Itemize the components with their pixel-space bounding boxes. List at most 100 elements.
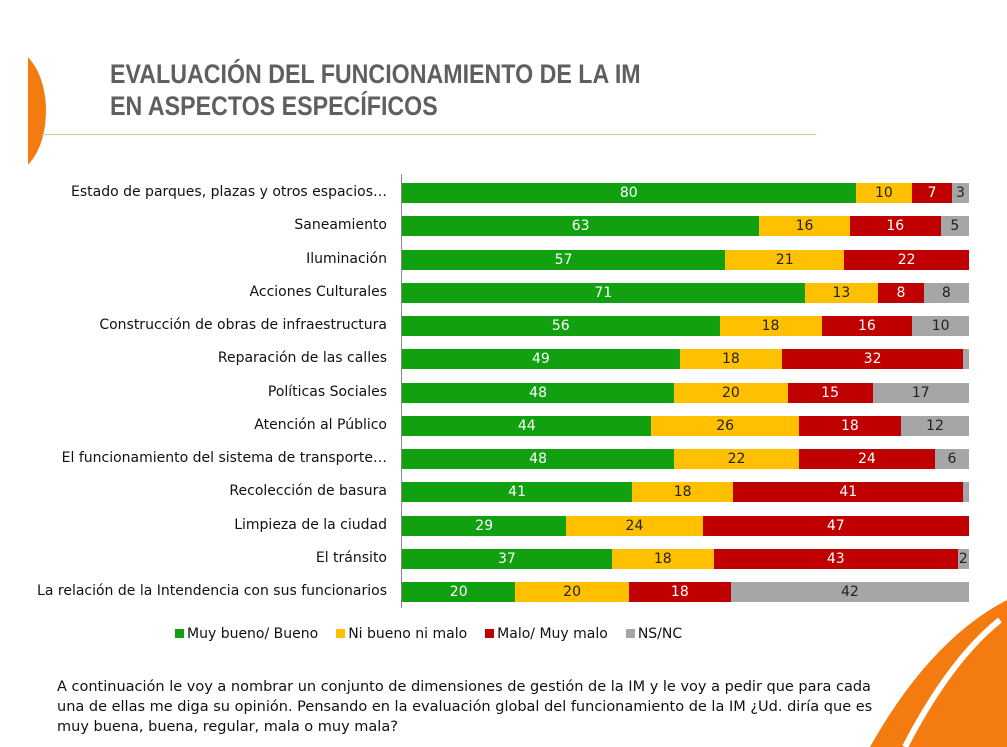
bar-segment: 15	[787, 382, 873, 403]
data-label: 80	[619, 185, 638, 201]
data-label: 18	[673, 484, 692, 501]
category-axis	[401, 174, 402, 608]
legend-item: Malo/ Muy malo	[485, 626, 608, 642]
data-label: 29	[475, 517, 494, 534]
bar-segment: 22	[844, 249, 969, 270]
legend-label: Muy bueno/ Bueno	[187, 626, 319, 642]
bar-segment: 17	[872, 382, 969, 403]
data-label: 18	[670, 584, 689, 600]
legend-label: NS/NC	[637, 626, 683, 642]
orange-swoosh-decoration	[870, 600, 1007, 747]
bar-segment: 47	[702, 515, 969, 536]
data-label: 44	[517, 417, 536, 434]
data-label: 41	[508, 484, 526, 501]
bar-segment: 13	[804, 282, 879, 303]
category-label: El funcionamiento del sistema de transpo…	[61, 450, 387, 466]
category-label: Reparación de las calles	[217, 350, 387, 367]
bar-segment: 63	[402, 216, 760, 237]
category-label: Recolección de basura	[229, 483, 387, 500]
data-label: 7	[927, 185, 937, 201]
data-label: 57	[554, 251, 573, 268]
category-label: Acciones Culturales	[249, 283, 387, 300]
legend-item: NS/NC	[625, 626, 683, 642]
bar-segment: 24	[566, 515, 703, 536]
bar-segment: 48	[402, 382, 675, 403]
bar-segment: 18	[679, 349, 782, 370]
data-label: 22	[897, 251, 916, 268]
category-label: Atención al Público	[254, 416, 387, 433]
bar-segment: 26	[651, 415, 799, 436]
category-label: El tránsito	[315, 549, 387, 566]
bar-segment: 3	[951, 183, 969, 203]
title-line-2: EN ASPECTOS ESPECÍFICOS	[110, 91, 438, 121]
bar-segment: 2	[957, 548, 969, 569]
bar-segment: 32	[781, 349, 964, 370]
data-label: 21	[775, 251, 794, 268]
bar-segment: 44	[402, 415, 652, 436]
data-label: 8	[941, 284, 951, 301]
data-label: 3	[956, 185, 965, 201]
data-label: 16	[858, 318, 876, 334]
bar-segment: 41	[733, 482, 964, 503]
data-label: 18	[761, 318, 780, 334]
data-label: 63	[571, 218, 590, 235]
bar-segment: 10	[912, 316, 969, 336]
legend-swatch	[336, 629, 346, 638]
category-label: Políticas Sociales	[267, 383, 387, 400]
bar-segment: 18	[798, 415, 901, 436]
data-label: 42	[841, 584, 859, 600]
bar-segment: 16	[821, 316, 913, 336]
data-label: 17	[911, 384, 930, 401]
bar-segment: 43	[713, 548, 958, 569]
legend-item: Ni bueno ni malo	[336, 626, 467, 642]
data-label: 26	[716, 417, 735, 434]
bar-segment: 8	[878, 282, 924, 303]
data-label: 43	[826, 550, 845, 567]
page-title: EVALUACIÓN DEL FUNCIONAMIENTO DE LA IM E…	[110, 58, 641, 122]
data-label: 5	[950, 218, 960, 235]
legend-label: Malo/ Muy malo	[497, 626, 608, 642]
legend-swatch	[175, 629, 184, 638]
bar-segment: 24	[798, 449, 935, 469]
category-label: Iluminación	[306, 250, 387, 267]
data-label: 48	[529, 384, 547, 401]
data-label: 47	[826, 517, 845, 534]
bar-segment: 16	[849, 216, 941, 237]
data-label: 15	[821, 384, 839, 401]
category-label: La relación de la Intendencia con sus fu…	[37, 583, 387, 599]
data-label: 37	[497, 550, 516, 567]
legend-swatch	[485, 629, 495, 638]
data-label: 20	[721, 384, 740, 401]
data-label: 12	[926, 417, 944, 434]
data-label: 49	[532, 351, 550, 368]
bar-segment: 22	[674, 449, 799, 469]
bar-segment: 20	[402, 582, 516, 602]
bar-segment: 7	[912, 183, 952, 203]
bar-segment: 37	[402, 548, 612, 569]
category-label: Estado de parques, plazas y otros espaci…	[71, 184, 387, 200]
bar-segment: 49	[402, 349, 680, 370]
data-label: 56	[551, 318, 570, 334]
data-label: 48	[529, 451, 547, 467]
bar-segment: 80	[402, 183, 856, 203]
bar-segment: 48	[402, 449, 675, 469]
bar-segment: 56	[402, 316, 720, 336]
bar-segment: 18	[628, 582, 731, 602]
bar-segment: 16	[759, 216, 850, 237]
survey-question-note: A continuación le voy a nombrar un conju…	[57, 679, 873, 735]
data-label: 10	[875, 185, 893, 201]
data-label: 20	[449, 584, 468, 600]
category-label: Saneamiento	[294, 217, 387, 234]
bar-segment	[963, 349, 969, 370]
bar-segment: 41	[402, 482, 633, 503]
title-line-1: EVALUACIÓN DEL FUNCIONAMIENTO DE LA IM	[110, 59, 641, 89]
bar-segment: 29	[402, 515, 567, 536]
data-label: 24	[858, 451, 876, 467]
data-label: 71	[594, 284, 613, 301]
bar-segment: 57	[402, 249, 726, 270]
bar-segment: 5	[940, 216, 969, 237]
data-label: 8	[896, 284, 906, 301]
legend: Muy bueno/ Bueno Ni bueno ni malo Malo/ Mu…	[175, 626, 682, 642]
data-label: 41	[839, 484, 858, 501]
legend-label: Ni bueno ni malo	[348, 626, 468, 642]
